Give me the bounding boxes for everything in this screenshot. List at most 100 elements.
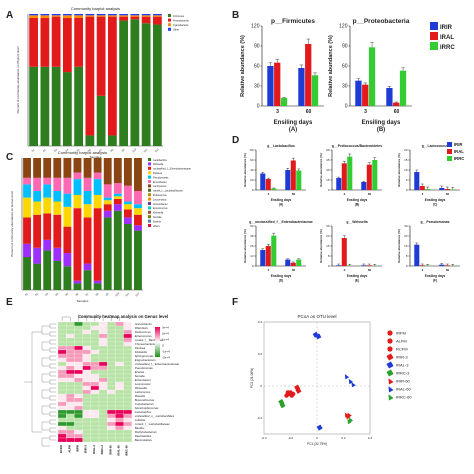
legend-label-F: IRAL-60 (396, 387, 411, 392)
y-tick-label-D4: 25 (250, 244, 254, 248)
heatmap-cell-11-4 (90, 365, 100, 371)
heatmap-cell-17-6 (107, 389, 116, 395)
x-tick-label-A: S3 (54, 148, 59, 153)
bar-C-S5-Pantoea (63, 206, 72, 227)
bar-D6-3-IRIR (414, 244, 420, 266)
heatmap-col-label: IRRC-60 (125, 445, 129, 456)
x-tick-label-A: S6 (87, 148, 92, 153)
bar-A-S3-Other (51, 14, 61, 16)
y-axis-label-D1: Relative abundance (%) (243, 153, 247, 187)
chart-title-F: PCoA on OTU level (297, 314, 336, 319)
y-tick-label-B2: 30 (342, 84, 348, 90)
heatmap-cell-9-1 (66, 357, 75, 363)
heatmap-cell-24-7 (115, 417, 124, 423)
dendrogram-branch (49, 387, 56, 393)
bar-D2-3-IRIR (336, 178, 342, 190)
heatmap-legend-tick: 0 (162, 344, 164, 348)
heatmap-cell-24-5 (98, 417, 108, 423)
heatmap-cell-17-5 (98, 389, 108, 395)
heatmap-row-label: Rhizobium (135, 326, 149, 330)
heatmap-cell-20-8 (123, 401, 132, 407)
legend-swatch-C (148, 158, 151, 161)
chart-title-D2: g__Pediococcus/Bacteroidetes (332, 144, 382, 148)
heatmap-cell-21-3 (82, 405, 91, 411)
bar-C-S11-unclassified-f--Enterobacteriaceae (123, 209, 132, 218)
heatmap-cell-14-4 (90, 377, 100, 383)
heatmap-cell-26-3 (82, 425, 91, 431)
heatmap-cell-10-4 (90, 361, 100, 367)
heatmap-cell-1-1 (66, 325, 75, 331)
x-axis-label-D3: Ensiling days (425, 198, 446, 202)
y-axis-label-D2: Relative abundance (%) (319, 153, 323, 187)
bar-D4-3-IRAL (265, 246, 271, 266)
heatmap-cell-10-3 (82, 361, 91, 367)
bar-A-S10-Cyanobacteria (130, 15, 140, 17)
heatmap-cell-10-1 (66, 361, 75, 367)
y-axis-label-D4: Relative abundance (%) (243, 229, 247, 263)
dendrogram-branch (49, 363, 56, 369)
y-tick-label-F: 0 (260, 384, 262, 388)
heatmap-col-label: IRIR-60 (108, 445, 112, 455)
bar-C-S11-Pseudomonas (123, 201, 132, 205)
bar-C-S10-others (113, 158, 122, 184)
heatmap-legend-tick: -2e+4 (162, 356, 170, 360)
heatmap-cell-25-4 (90, 421, 100, 427)
heatmap-row-dendrogram (24, 316, 120, 447)
heatmap-cell-26-5 (98, 425, 108, 431)
y-tick-label-D6: 23 (404, 234, 408, 238)
heatmap-cell-26-6 (107, 425, 116, 431)
x-tick-label-C: S4 (55, 292, 60, 297)
heatmap-cell-3-0 (57, 333, 67, 339)
bar-A-S8-Firmicutes (107, 135, 117, 146)
bar-C-S2-Lactobacillus (33, 263, 42, 290)
panel-letter-F: F (232, 297, 238, 308)
legend-label-B2: IRRC (440, 45, 455, 51)
heatmap-cell-7-7 (115, 349, 124, 355)
heatmap-cell-9-5 (98, 357, 108, 363)
heatmap-cell-19-1 (66, 397, 75, 403)
y-tick-label-F: 0.2 (258, 352, 263, 356)
heatmap-cell-2-4 (90, 329, 100, 335)
heatmap-cell-4-6 (107, 337, 116, 343)
heatmap-cell-13-2 (74, 373, 83, 379)
bar-D4-60-IRRC (296, 259, 302, 266)
heatmap-cell-15-5 (98, 381, 108, 387)
heatmap-row-label: Bacteroidetes (135, 438, 153, 442)
heatmap-cell-14-6 (107, 377, 116, 383)
heatmap-cell-1-0 (57, 325, 67, 331)
heatmap-cell-2-1 (66, 329, 75, 335)
x-tick-label-C: S12 (135, 292, 141, 298)
heatmap-cell-8-0 (57, 353, 67, 359)
legend-marker-F (388, 378, 394, 385)
heatmap-cell-22-4 (90, 409, 100, 415)
heatmap-cell-10-2 (74, 361, 83, 367)
heatmap-row-label: Pseudomonas (135, 366, 153, 370)
heatmap-cell-12-6 (107, 369, 116, 375)
legend-swatch-C (148, 188, 151, 192)
heatmap-cell-15-0 (57, 381, 67, 387)
scatter-point-extra (316, 424, 323, 431)
heatmap-cell-13-1 (66, 373, 75, 379)
legend-label-D3: IRRC (454, 156, 464, 161)
bar-D4-3-IRRC (271, 235, 277, 266)
heatmap-cell-13-0 (57, 373, 67, 379)
x-tick-label-A: S1 (31, 148, 36, 153)
bar-C-S2-Pseudomonas (33, 191, 42, 202)
bar-D2-60-IRRC (372, 160, 378, 190)
chart-title-D4: g__unclassified_f__Enterobacteriaceae (249, 220, 313, 224)
bar-C-S8-Pseudomonas (93, 179, 102, 195)
heatmap-cell-16-0 (57, 385, 67, 391)
bar-C-S9-unclassified-f--Enterobacteriaceae (103, 204, 112, 211)
bar-D1-3-IRIR (260, 173, 266, 190)
y-tick-label-D5: 30 (326, 224, 330, 228)
heatmap-cell-1-7 (115, 325, 124, 331)
heatmap-row-label: Stenotrophomonas (135, 406, 159, 410)
heatmap-cell-13-7 (115, 373, 124, 379)
heatmap-cell-12-3 (82, 369, 91, 375)
x-tick-label-D5: 60 (368, 268, 372, 272)
heatmap-col-label: IRIR-3 (84, 445, 88, 454)
legend-swatch-B2 (430, 22, 438, 30)
bar-D5-3-IRIR (336, 265, 342, 266)
x-tick-label-C: S8 (95, 292, 100, 297)
bar-D4-60-IRAL (290, 262, 296, 266)
